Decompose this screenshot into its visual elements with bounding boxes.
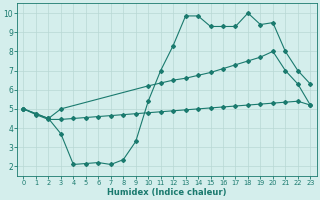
X-axis label: Humidex (Indice chaleur): Humidex (Indice chaleur) (107, 188, 227, 197)
